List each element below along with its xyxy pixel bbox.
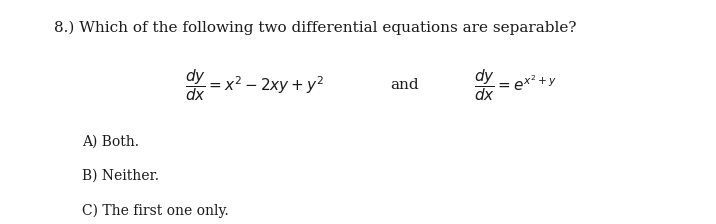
Text: $\dfrac{dy}{dx} = x^2 - 2xy + y^2$: $\dfrac{dy}{dx} = x^2 - 2xy + y^2$: [185, 67, 324, 103]
Text: $\dfrac{dy}{dx} = e^{x^2+y}$: $\dfrac{dy}{dx} = e^{x^2+y}$: [474, 67, 557, 103]
Text: and: and: [390, 78, 419, 92]
Text: B) Neither.: B) Neither.: [82, 169, 160, 183]
Text: A) Both.: A) Both.: [82, 134, 140, 148]
Text: C) The first one only.: C) The first one only.: [82, 204, 229, 218]
Text: 8.) Which of the following two differential equations are separable?: 8.) Which of the following two different…: [54, 20, 576, 34]
